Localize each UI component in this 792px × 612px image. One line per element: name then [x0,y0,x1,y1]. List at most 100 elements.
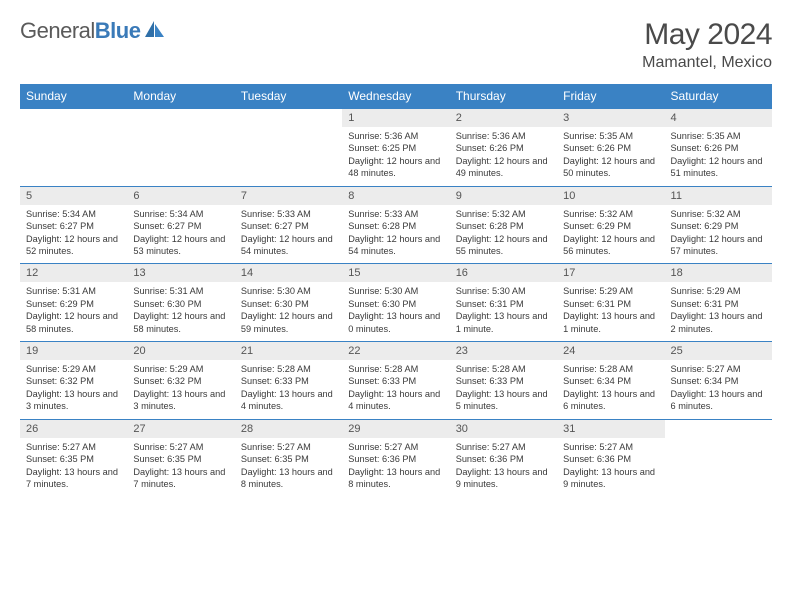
day-body: Sunrise: 5:28 AMSunset: 6:33 PMDaylight:… [342,360,449,419]
daylight-text: Daylight: 13 hours and 8 minutes. [348,466,443,491]
calendar-day-cell: 21Sunrise: 5:28 AMSunset: 6:33 PMDayligh… [235,342,342,420]
day-number: 3 [557,109,664,127]
day-body [235,127,342,136]
day-body: Sunrise: 5:32 AMSunset: 6:29 PMDaylight:… [557,205,664,264]
calendar-day-cell: 28Sunrise: 5:27 AMSunset: 6:35 PMDayligh… [235,419,342,496]
daylight-text: Daylight: 13 hours and 7 minutes. [26,466,121,491]
calendar-day-cell: 17Sunrise: 5:29 AMSunset: 6:31 PMDayligh… [557,264,664,342]
day-number: 5 [20,187,127,205]
weekday-header: Tuesday [235,84,342,109]
daylight-text: Daylight: 13 hours and 3 minutes. [133,388,228,413]
day-body [665,438,772,447]
month-title: May 2024 [642,18,772,52]
daylight-text: Daylight: 13 hours and 9 minutes. [456,466,551,491]
sunset-text: Sunset: 6:29 PM [563,220,658,232]
calendar-week-row: 1Sunrise: 5:36 AMSunset: 6:25 PMDaylight… [20,109,772,187]
day-body: Sunrise: 5:28 AMSunset: 6:34 PMDaylight:… [557,360,664,419]
daylight-text: Daylight: 12 hours and 51 minutes. [671,155,766,180]
day-number: 21 [235,342,342,360]
daylight-text: Daylight: 13 hours and 9 minutes. [563,466,658,491]
calendar-day-cell: 7Sunrise: 5:33 AMSunset: 6:27 PMDaylight… [235,186,342,264]
day-body: Sunrise: 5:29 AMSunset: 6:32 PMDaylight:… [20,360,127,419]
sunset-text: Sunset: 6:29 PM [26,298,121,310]
day-number [20,109,127,127]
daylight-text: Daylight: 13 hours and 0 minutes. [348,310,443,335]
daylight-text: Daylight: 13 hours and 6 minutes. [671,388,766,413]
daylight-text: Daylight: 12 hours and 54 minutes. [348,233,443,258]
day-number: 15 [342,264,449,282]
day-body: Sunrise: 5:29 AMSunset: 6:32 PMDaylight:… [127,360,234,419]
calendar-day-cell [235,109,342,187]
daylight-text: Daylight: 12 hours and 49 minutes. [456,155,551,180]
day-body: Sunrise: 5:27 AMSunset: 6:35 PMDaylight:… [20,438,127,497]
calendar-day-cell: 31Sunrise: 5:27 AMSunset: 6:36 PMDayligh… [557,419,664,496]
day-body: Sunrise: 5:31 AMSunset: 6:29 PMDaylight:… [20,282,127,341]
daylight-text: Daylight: 12 hours and 53 minutes. [133,233,228,258]
sunrise-text: Sunrise: 5:27 AM [456,441,551,453]
day-number: 25 [665,342,772,360]
day-body: Sunrise: 5:29 AMSunset: 6:31 PMDaylight:… [665,282,772,341]
sunset-text: Sunset: 6:31 PM [563,298,658,310]
sunrise-text: Sunrise: 5:32 AM [456,208,551,220]
sunset-text: Sunset: 6:33 PM [348,375,443,387]
sunset-text: Sunset: 6:31 PM [671,298,766,310]
calendar-day-cell: 27Sunrise: 5:27 AMSunset: 6:35 PMDayligh… [127,419,234,496]
page-header: GeneralBlue May 2024 Mamantel, Mexico [20,18,772,72]
calendar-day-cell: 24Sunrise: 5:28 AMSunset: 6:34 PMDayligh… [557,342,664,420]
sunset-text: Sunset: 6:26 PM [671,142,766,154]
calendar-day-cell: 14Sunrise: 5:30 AMSunset: 6:30 PMDayligh… [235,264,342,342]
sunset-text: Sunset: 6:27 PM [133,220,228,232]
sunrise-text: Sunrise: 5:29 AM [563,285,658,297]
calendar-day-cell: 10Sunrise: 5:32 AMSunset: 6:29 PMDayligh… [557,186,664,264]
calendar-table: Sunday Monday Tuesday Wednesday Thursday… [20,84,772,496]
day-body: Sunrise: 5:30 AMSunset: 6:30 PMDaylight:… [342,282,449,341]
sunset-text: Sunset: 6:34 PM [671,375,766,387]
sunset-text: Sunset: 6:26 PM [563,142,658,154]
sunrise-text: Sunrise: 5:27 AM [348,441,443,453]
daylight-text: Daylight: 13 hours and 8 minutes. [241,466,336,491]
calendar-day-cell: 12Sunrise: 5:31 AMSunset: 6:29 PMDayligh… [20,264,127,342]
calendar-day-cell: 18Sunrise: 5:29 AMSunset: 6:31 PMDayligh… [665,264,772,342]
sunrise-text: Sunrise: 5:31 AM [133,285,228,297]
day-body: Sunrise: 5:33 AMSunset: 6:27 PMDaylight:… [235,205,342,264]
sunset-text: Sunset: 6:35 PM [26,453,121,465]
calendar-day-cell: 16Sunrise: 5:30 AMSunset: 6:31 PMDayligh… [450,264,557,342]
daylight-text: Daylight: 13 hours and 3 minutes. [26,388,121,413]
day-number: 17 [557,264,664,282]
calendar-day-cell: 30Sunrise: 5:27 AMSunset: 6:36 PMDayligh… [450,419,557,496]
calendar-day-cell: 3Sunrise: 5:35 AMSunset: 6:26 PMDaylight… [557,109,664,187]
daylight-text: Daylight: 12 hours and 58 minutes. [26,310,121,335]
sunrise-text: Sunrise: 5:35 AM [563,130,658,142]
calendar-day-cell: 11Sunrise: 5:32 AMSunset: 6:29 PMDayligh… [665,186,772,264]
sunset-text: Sunset: 6:28 PM [456,220,551,232]
day-body: Sunrise: 5:30 AMSunset: 6:30 PMDaylight:… [235,282,342,341]
daylight-text: Daylight: 12 hours and 56 minutes. [563,233,658,258]
day-body: Sunrise: 5:34 AMSunset: 6:27 PMDaylight:… [127,205,234,264]
daylight-text: Daylight: 12 hours and 57 minutes. [671,233,766,258]
daylight-text: Daylight: 13 hours and 4 minutes. [241,388,336,413]
day-number [665,420,772,438]
day-number: 2 [450,109,557,127]
calendar-day-cell: 8Sunrise: 5:33 AMSunset: 6:28 PMDaylight… [342,186,449,264]
sunset-text: Sunset: 6:33 PM [456,375,551,387]
day-number: 18 [665,264,772,282]
day-number [235,109,342,127]
day-body: Sunrise: 5:27 AMSunset: 6:35 PMDaylight:… [235,438,342,497]
weekday-header-row: Sunday Monday Tuesday Wednesday Thursday… [20,84,772,109]
day-body: Sunrise: 5:36 AMSunset: 6:25 PMDaylight:… [342,127,449,186]
sunrise-text: Sunrise: 5:27 AM [241,441,336,453]
calendar-day-cell: 1Sunrise: 5:36 AMSunset: 6:25 PMDaylight… [342,109,449,187]
sunset-text: Sunset: 6:29 PM [671,220,766,232]
brand-part1: General [20,18,95,43]
calendar-day-cell: 2Sunrise: 5:36 AMSunset: 6:26 PMDaylight… [450,109,557,187]
day-body: Sunrise: 5:32 AMSunset: 6:28 PMDaylight:… [450,205,557,264]
daylight-text: Daylight: 13 hours and 7 minutes. [133,466,228,491]
day-number: 9 [450,187,557,205]
calendar-day-cell [127,109,234,187]
sunrise-text: Sunrise: 5:28 AM [348,363,443,375]
brand-text: GeneralBlue [20,18,140,44]
sunset-text: Sunset: 6:28 PM [348,220,443,232]
brand-logo: GeneralBlue [20,18,166,44]
daylight-text: Daylight: 13 hours and 5 minutes. [456,388,551,413]
day-number: 6 [127,187,234,205]
